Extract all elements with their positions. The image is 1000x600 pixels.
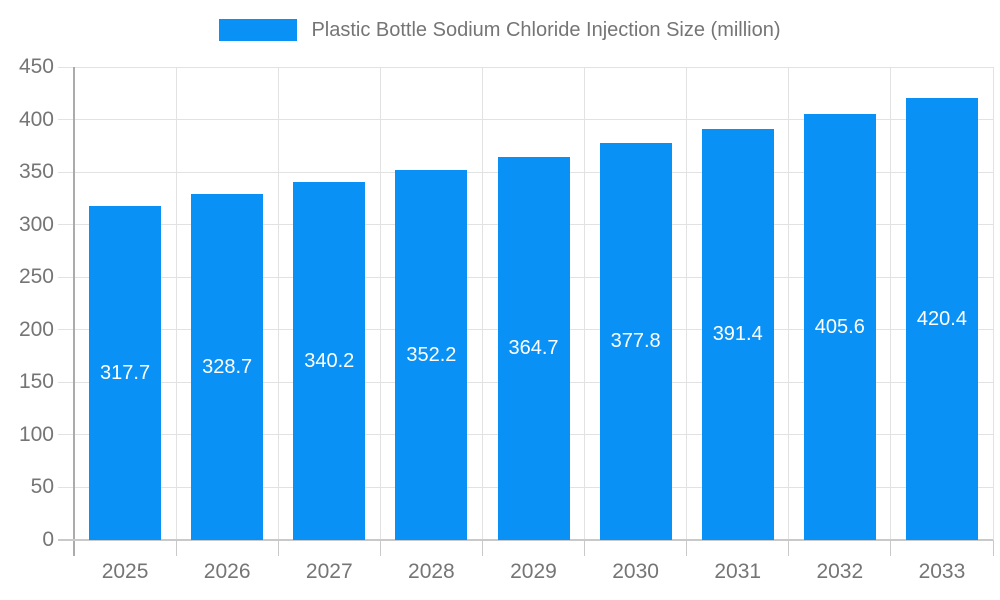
x-axis-tick-label: 2025 [101,560,149,583]
x-axis-tick [379,540,381,556]
y-axis-line [73,67,75,556]
y-axis-tick-label: 300 [18,212,54,236]
x-gridline [277,67,279,540]
y-axis-tick-label: 450 [18,55,54,78]
x-gridline [175,67,177,540]
legend-swatch [219,19,298,41]
bar-value-label: 317.7 [100,362,151,385]
bar-value-label: 328.7 [202,356,253,379]
bar-2031 [701,128,774,540]
bar-value-label: 391.4 [712,323,763,346]
y-axis-tick-label: 250 [18,265,54,289]
x-gridline [686,67,688,540]
x-axis-tick-label: 2033 [918,560,966,583]
x-axis-line [58,539,993,541]
chart-legend[interactable]: Plastic Bottle Sodium Chloride Injection… [0,17,1000,43]
y-axis-tick-label: 50 [30,475,54,499]
x-gridline [788,67,790,540]
bar-2033 [905,98,978,540]
bar-value-label: 405.6 [814,315,865,338]
legend-series-label: Plastic Bottle Sodium Chloride Injection… [311,18,781,41]
y-axis-tick-label: 350 [18,160,54,184]
y-gridline [58,66,993,68]
x-axis-tick [788,540,790,556]
bar-value-label: 377.8 [610,330,661,353]
x-gridline [481,67,483,540]
x-axis-tick-label: 2026 [203,560,251,583]
x-axis-tick-label: 2029 [510,560,557,583]
y-gridline [58,119,993,121]
bar-2032 [803,113,876,540]
y-axis-tick-label: 400 [18,107,54,131]
y-axis-tick-label: 200 [18,317,54,341]
x-axis-tick [992,540,994,556]
x-axis-tick-label: 2031 [714,560,762,583]
x-axis-tick-label: 2027 [305,560,353,583]
x-axis-tick [890,540,892,556]
bar-value-label: 364.7 [508,337,559,360]
bar-value-label: 420.4 [916,308,967,331]
bar-2026 [191,194,264,540]
x-axis-tick-label: 2032 [816,560,864,583]
bar-2025 [89,206,162,540]
bar-2028 [395,169,468,540]
bar-2029 [497,156,570,540]
x-gridline [379,67,381,540]
bar-value-label: 340.2 [304,350,355,373]
bar-2027 [293,182,366,540]
x-gridline [584,67,586,540]
x-axis-tick [584,540,586,556]
x-axis-tick [175,540,177,556]
y-axis-tick-label: 150 [18,370,54,394]
bar-value-label: 352.2 [406,343,457,366]
x-axis-tick [686,540,688,556]
x-axis-tick [481,540,483,556]
y-axis-tick-label: 100 [18,422,54,446]
x-axis-tick-label: 2028 [408,560,455,583]
x-gridline [992,67,994,540]
x-gridline [890,67,892,540]
x-axis-tick [277,540,279,556]
bar-2030 [599,142,672,540]
y-axis-tick-label: 0 [42,528,54,551]
x-axis-tick-label: 2030 [612,560,659,583]
